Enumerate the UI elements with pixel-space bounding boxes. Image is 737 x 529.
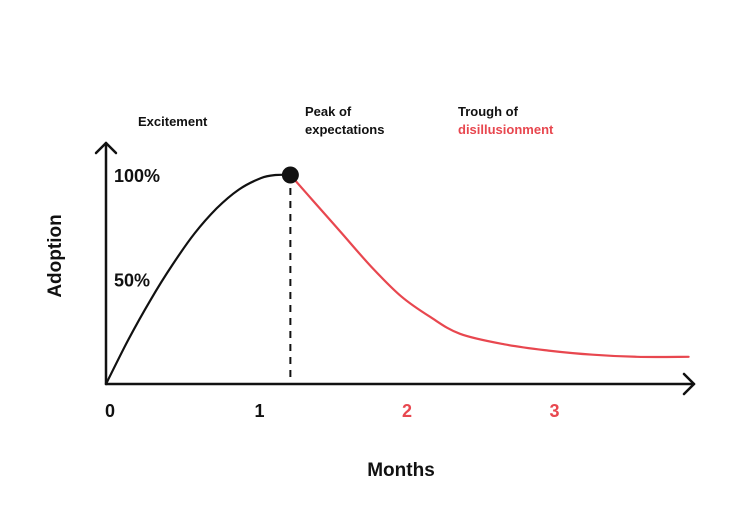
x-tick-label: 1 bbox=[254, 401, 264, 421]
annotation-trough-line2: disillusionment bbox=[458, 122, 554, 137]
y-axis-arrow-icon bbox=[94, 141, 118, 155]
axes bbox=[94, 141, 696, 396]
peak-layer bbox=[281, 166, 299, 384]
y-tick-labels: 50% 100% bbox=[114, 166, 160, 291]
annotation-excitement: Excitement bbox=[138, 114, 208, 129]
x-tick-labels: 0 1 2 3 bbox=[105, 401, 560, 421]
annotation-peak-line1: Peak of bbox=[305, 104, 352, 119]
x-tick-label: 0 bbox=[105, 401, 115, 421]
x-axis-title: Months bbox=[367, 460, 435, 481]
x-tick-label: 3 bbox=[549, 401, 559, 421]
y-tick-label: 50% bbox=[114, 271, 150, 291]
annotation-peak-line2: expectations bbox=[305, 122, 384, 137]
peak-point bbox=[281, 166, 299, 184]
x-tick-label: 2 bbox=[402, 401, 412, 421]
y-axis-title: Adoption bbox=[45, 214, 66, 297]
annotation-trough-line1: Trough of bbox=[458, 104, 519, 119]
y-tick-label: 100% bbox=[114, 166, 160, 186]
x-axis-arrow-icon bbox=[682, 372, 696, 396]
series-line-decline bbox=[289, 173, 690, 359]
series-layer bbox=[104, 173, 690, 386]
series-line-rise bbox=[104, 173, 292, 386]
